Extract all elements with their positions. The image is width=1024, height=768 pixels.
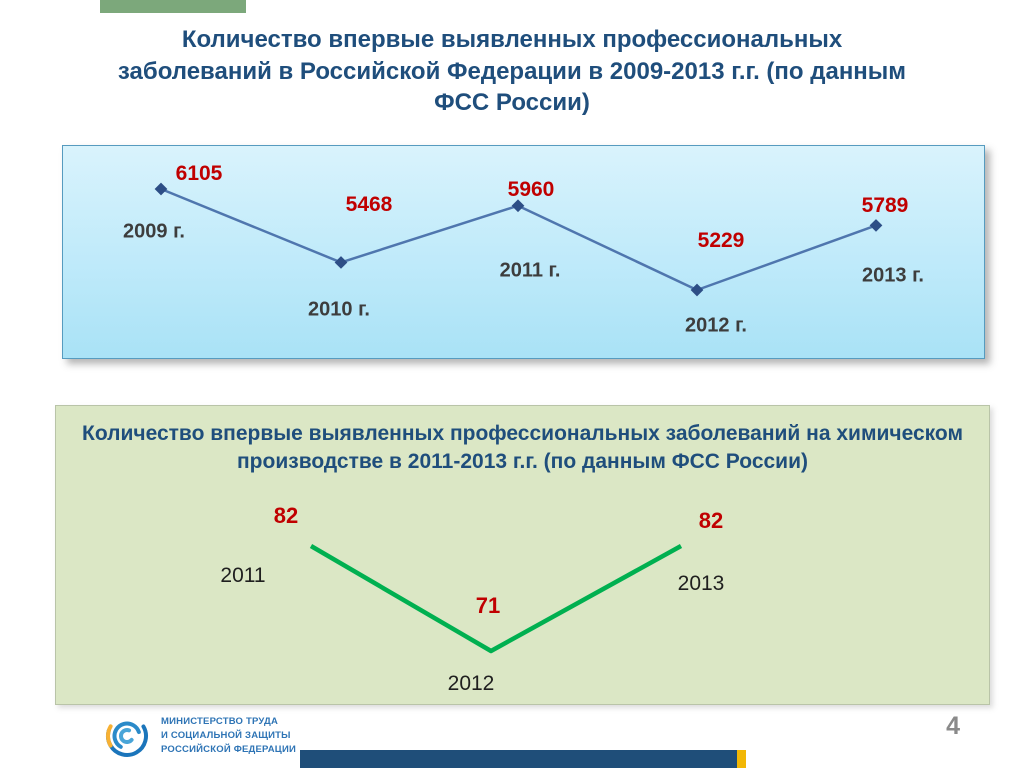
chart1-value-label: 5229 <box>697 229 745 252</box>
ministry-logo-line: РОССИЙСКОЙ ФЕДЕРАЦИИ <box>161 744 297 756</box>
chart1-value-label: 5468 <box>345 193 393 217</box>
chart1: 6105 5468 5960 5229 5789 2009 г. 2010 г. 2011 г… <box>62 145 985 359</box>
top-accent-bar <box>100 0 246 13</box>
chart1-category-label: 2013 г. <box>862 264 924 287</box>
chart1-category-label: 2011 г. <box>499 259 561 282</box>
chart2-value-label: 71 <box>475 593 501 618</box>
chart1-line-plot <box>154 182 883 297</box>
chart1-value-label: 5789 <box>861 194 909 218</box>
ministry-logo: МИНИСТЕРСТВО ТРУДА И СОЦИАЛЬНОЙ ЗАЩИТЫ Р… <box>102 711 296 761</box>
chart1-category-label: 2012 г. <box>685 314 747 337</box>
ministry-logo-icon <box>103 712 151 760</box>
bottom-accent-bar <box>300 750 746 768</box>
page-number: 4 <box>946 712 960 740</box>
chart1-point-marker <box>334 256 348 269</box>
chart2-value-label: 82 <box>698 508 724 533</box>
chart1-category-label: 2010 г. <box>308 298 370 321</box>
chart1-point-marker <box>154 182 168 196</box>
chart2-category-label: 2012 <box>447 672 495 695</box>
chart2-category-label: 2011 <box>220 564 266 587</box>
chart1-value-label: 6105 <box>175 162 223 185</box>
chart2-title: Количество впервые выявленных профессион… <box>82 422 963 474</box>
chart1-category-label: 2009 г. <box>123 220 185 243</box>
chart1-value-label: 5960 <box>507 177 555 201</box>
bottom-bar-yellow-tip <box>737 750 746 768</box>
ministry-logo-text: МИНИСТЕРСТВО ТРУДА И СОЦИАЛЬНОЙ ЗАЩИТЫ Р… <box>161 715 296 758</box>
chart1-point-marker <box>690 283 704 297</box>
ministry-logo-line: МИНИСТЕРСТВО ТРУДА <box>161 715 279 727</box>
chart2-category-label: 2013 <box>677 572 725 595</box>
chart2-line-plot <box>309 544 683 654</box>
slide-title: Количество впервые выявленных профессион… <box>117 26 907 117</box>
chart2: Количество впервые выявленных профессион… <box>55 405 990 705</box>
ministry-logo-line: И СОЦИАЛЬНОЙ ЗАЩИТЫ <box>161 729 291 741</box>
chart2-value-label: 82 <box>273 503 299 528</box>
chart1-point-marker <box>869 219 883 232</box>
